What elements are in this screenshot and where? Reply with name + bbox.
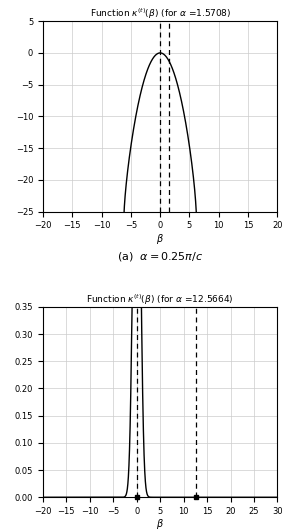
X-axis label: $\beta$: $\beta$	[156, 232, 164, 245]
Text: (a)  $\alpha = 0.25\pi/c$: (a) $\alpha = 0.25\pi/c$	[117, 250, 203, 263]
Title: Function $\kappa^{(t)}(\beta)$ (for $\alpha$ =12.5664): Function $\kappa^{(t)}(\beta)$ (for $\al…	[86, 292, 234, 307]
Title: Function $\kappa^{(t)}(\beta)$ (for $\alpha$ =1.5708): Function $\kappa^{(t)}(\beta)$ (for $\al…	[90, 6, 231, 21]
X-axis label: $\beta$: $\beta$	[156, 517, 164, 529]
